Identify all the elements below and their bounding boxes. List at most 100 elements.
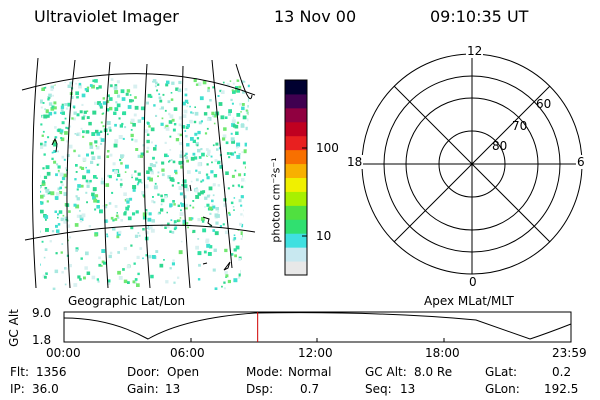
aurora-speckle bbox=[86, 86, 90, 89]
aurora-speckle bbox=[61, 176, 66, 181]
aurora-speckle bbox=[142, 228, 145, 231]
aurora-speckle bbox=[249, 242, 250, 244]
aurora-speckle bbox=[208, 194, 211, 197]
aurora-speckle bbox=[223, 203, 227, 207]
aurora-speckle bbox=[197, 278, 201, 281]
aurora-speckle bbox=[74, 133, 77, 135]
aurora-speckle bbox=[107, 282, 111, 285]
color-bar-band bbox=[285, 149, 307, 165]
aurora-speckle bbox=[133, 113, 137, 117]
coastline bbox=[189, 184, 192, 192]
aurora-speckle bbox=[60, 105, 65, 109]
aurora-speckle bbox=[137, 178, 142, 183]
aurora-speckle bbox=[127, 216, 132, 221]
aurora-speckle bbox=[40, 123, 43, 126]
aurora-speckle bbox=[106, 220, 109, 223]
aurora-speckle bbox=[134, 170, 137, 173]
aurora-speckle bbox=[84, 88, 88, 91]
aurora-speckle bbox=[198, 121, 202, 125]
mode-label: Mode: bbox=[246, 365, 283, 379]
aurora-speckle bbox=[241, 151, 244, 153]
latitude-line bbox=[21, 73, 256, 96]
aurora-speckle bbox=[127, 205, 130, 208]
aurora-speckle bbox=[120, 178, 123, 181]
aurora-speckle bbox=[238, 173, 242, 177]
aurora-speckle bbox=[152, 79, 157, 83]
aurora-speckle bbox=[243, 228, 246, 230]
aurora-speckle bbox=[150, 95, 153, 98]
aurora-speckle bbox=[235, 245, 240, 250]
aurora-speckle bbox=[81, 103, 84, 106]
aurora-speckle bbox=[48, 93, 52, 98]
aurora-speckle bbox=[183, 109, 188, 114]
aurora-speckle bbox=[178, 142, 182, 146]
aurora-speckle bbox=[146, 133, 150, 136]
aurora-speckle bbox=[204, 206, 206, 208]
color-bar-band bbox=[285, 233, 307, 248]
aurora-speckle bbox=[185, 222, 189, 225]
aurora-speckle bbox=[46, 192, 49, 195]
aurora-speckle bbox=[212, 268, 216, 272]
aurora-speckle bbox=[64, 117, 67, 120]
aurora-speckle bbox=[140, 106, 145, 111]
aurora-speckle bbox=[238, 258, 242, 261]
aurora-speckle bbox=[54, 210, 57, 213]
door-value: Open bbox=[167, 365, 200, 379]
aurora-speckle bbox=[64, 81, 66, 83]
aurora-speckle bbox=[90, 151, 94, 155]
aurora-speckle bbox=[219, 89, 222, 93]
door-label: Door: bbox=[127, 365, 160, 379]
aurora-speckle bbox=[153, 164, 157, 168]
aurora-speckle bbox=[94, 79, 98, 83]
aurora-speckle bbox=[74, 178, 77, 181]
aurora-speckle bbox=[151, 199, 154, 203]
aurora-speckle bbox=[246, 276, 250, 280]
aurora-speckle bbox=[249, 129, 250, 134]
aurora-speckle bbox=[93, 198, 98, 203]
aurora-speckle bbox=[200, 120, 203, 123]
aurora-speckle bbox=[117, 94, 121, 98]
aurora-speckle bbox=[110, 84, 113, 87]
aurora-speckle bbox=[100, 180, 105, 185]
aurora-speckle bbox=[40, 209, 44, 214]
aurora-speckle bbox=[180, 150, 184, 154]
aurora-speckle bbox=[190, 137, 194, 141]
aurora-speckle bbox=[42, 102, 45, 104]
aurora-speckle bbox=[172, 200, 175, 203]
aurora-speckle bbox=[94, 194, 99, 198]
aurora-speckle bbox=[240, 237, 243, 240]
aurora-speckle bbox=[120, 186, 122, 188]
aurora-speckle bbox=[214, 213, 219, 218]
aurora-speckle bbox=[59, 191, 63, 195]
color-bar-band bbox=[285, 107, 307, 123]
aurora-speckle bbox=[248, 119, 250, 122]
aurora-speckle bbox=[112, 169, 115, 172]
aurora-speckle bbox=[222, 137, 226, 141]
aurora-speckle bbox=[233, 197, 236, 199]
aurora-speckle bbox=[184, 99, 189, 104]
aurora-speckle bbox=[96, 87, 99, 90]
x-tick-label: 23:59 bbox=[552, 346, 587, 360]
aurora-speckle bbox=[241, 103, 245, 106]
aurora-speckle bbox=[76, 188, 79, 191]
aurora-speckle bbox=[177, 276, 180, 279]
aurora-speckle bbox=[96, 132, 101, 136]
aurora-speckle bbox=[251, 245, 255, 249]
aurora-speckle bbox=[50, 85, 54, 90]
aurora-speckle bbox=[47, 98, 50, 101]
aurora-speckle bbox=[69, 81, 73, 85]
color-bar-band bbox=[285, 247, 307, 262]
aurora-speckle bbox=[136, 255, 140, 259]
aurora-speckle bbox=[211, 208, 214, 211]
aurora-speckle bbox=[72, 117, 76, 121]
aurora-speckle bbox=[57, 171, 60, 174]
aurora-speckle bbox=[164, 141, 167, 144]
aurora-speckle bbox=[249, 182, 250, 185]
aurora-speckle bbox=[130, 129, 133, 131]
aurora-speckle bbox=[240, 195, 244, 199]
aurora-speckle bbox=[189, 105, 191, 108]
aurora-speckle bbox=[173, 220, 177, 224]
aurora-speckle bbox=[85, 166, 87, 169]
dsp-label: Dsp: bbox=[246, 382, 274, 396]
aurora-speckle bbox=[114, 139, 119, 143]
